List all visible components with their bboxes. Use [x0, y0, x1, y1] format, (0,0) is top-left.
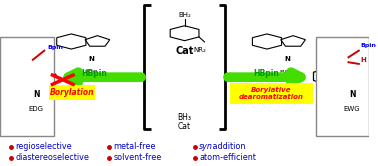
- Text: HBpin: HBpin: [81, 69, 107, 78]
- Text: EWG: EWG: [279, 70, 294, 75]
- Text: BH₃: BH₃: [178, 113, 192, 122]
- Text: N: N: [88, 56, 94, 62]
- Text: diastereoselective: diastereoselective: [15, 153, 89, 162]
- Text: atom-efficient: atom-efficient: [199, 153, 256, 162]
- Text: syn: syn: [199, 142, 213, 151]
- FancyBboxPatch shape: [316, 37, 369, 136]
- FancyBboxPatch shape: [0, 37, 54, 136]
- Text: EDG: EDG: [84, 70, 98, 75]
- Text: Cat: Cat: [178, 123, 191, 131]
- Text: regioselective: regioselective: [15, 142, 72, 151]
- Text: BH₂: BH₂: [178, 12, 191, 18]
- Text: NR₂: NR₂: [193, 47, 206, 53]
- Text: HBpin: HBpin: [253, 69, 279, 78]
- Text: metal-free: metal-free: [113, 142, 156, 151]
- Text: H: H: [360, 57, 366, 63]
- Text: solvent-free: solvent-free: [113, 153, 161, 162]
- Text: Borylative
dearomatization: Borylative dearomatization: [239, 87, 304, 100]
- Text: EDG: EDG: [29, 106, 44, 112]
- Text: Bpin: Bpin: [360, 43, 376, 48]
- Text: Cat: Cat: [175, 46, 194, 56]
- Text: Bpin: Bpin: [47, 45, 63, 50]
- Text: N: N: [349, 90, 355, 99]
- Text: N: N: [284, 56, 290, 62]
- Text: Borylation: Borylation: [50, 88, 94, 97]
- FancyBboxPatch shape: [229, 83, 313, 104]
- FancyBboxPatch shape: [49, 85, 95, 100]
- Text: addition: addition: [210, 142, 245, 151]
- Text: N: N: [33, 90, 39, 99]
- Text: EWG: EWG: [344, 106, 361, 112]
